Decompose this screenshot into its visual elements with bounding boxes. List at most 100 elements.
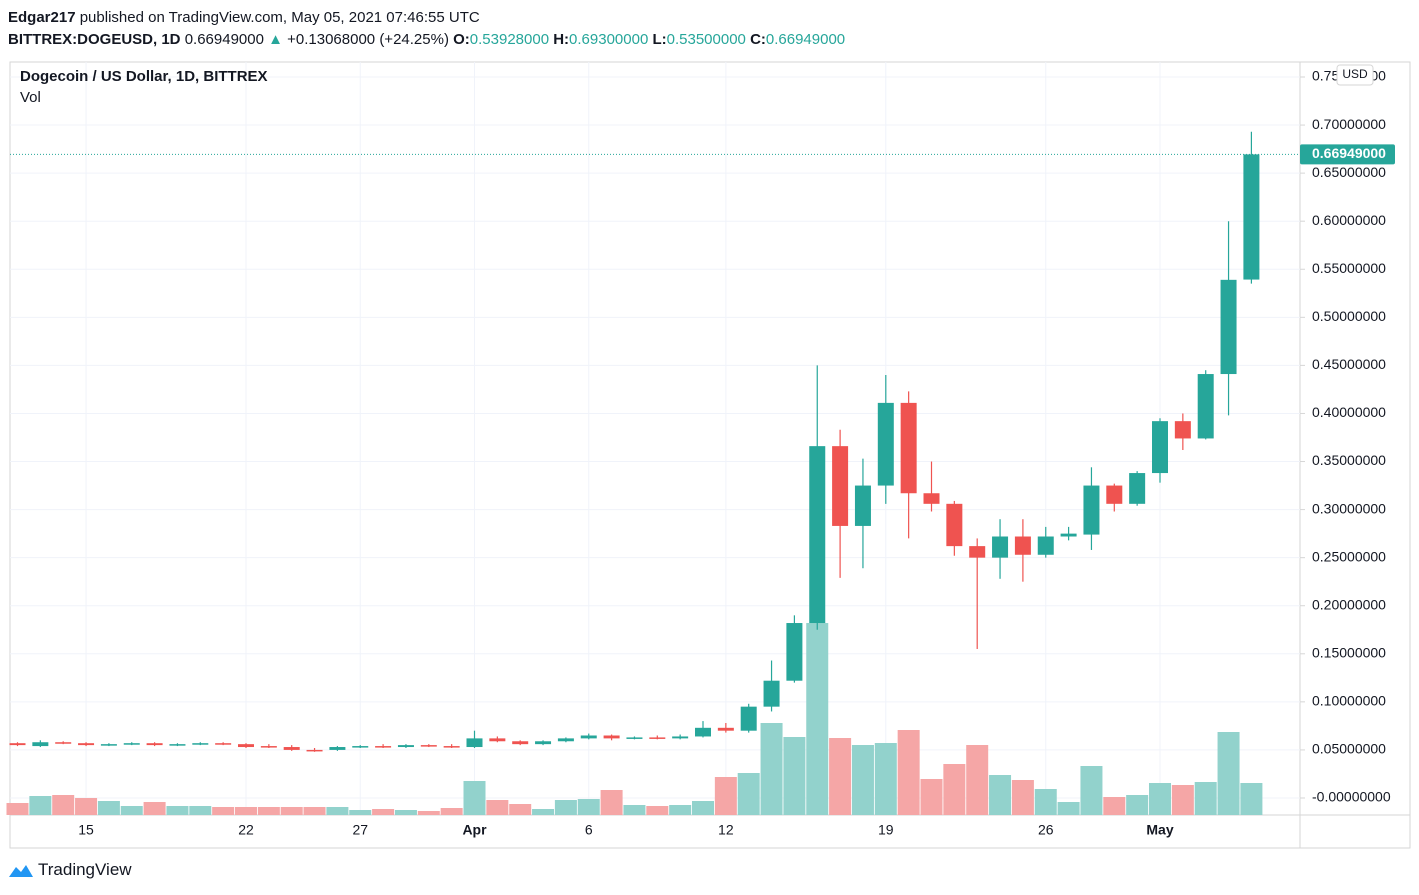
volume-bar	[372, 809, 395, 815]
volume-bar	[1080, 766, 1103, 815]
volume-bar	[920, 779, 943, 815]
body	[717, 727, 734, 731]
body	[192, 743, 209, 745]
volume-bar	[806, 623, 829, 815]
y-tick-label: 0.50000000	[1312, 308, 1386, 324]
body	[375, 746, 392, 748]
currency: USD	[1342, 67, 1368, 81]
body	[306, 749, 323, 752]
l: 0.53500000	[666, 31, 746, 48]
body	[900, 402, 917, 494]
body	[1106, 485, 1123, 504]
y-tick-label: 0.65000000	[1312, 164, 1386, 180]
y-tick-label: 0.40000000	[1312, 404, 1386, 420]
body	[786, 623, 803, 681]
x-tick-label: 27	[352, 822, 368, 838]
volume-bar	[1034, 789, 1057, 815]
body	[78, 743, 95, 746]
volume-bar	[235, 807, 257, 815]
body	[397, 745, 414, 748]
h: 0.69300000	[569, 31, 649, 48]
volume-bar	[440, 808, 463, 815]
body	[283, 747, 300, 750]
volume-bar	[509, 804, 532, 815]
volume-label: Vol	[20, 89, 41, 106]
frame	[9, 61, 1411, 849]
volume-bar	[166, 806, 189, 815]
y-tick-label: 0.35000000	[1312, 452, 1386, 468]
x-tick-label: 19	[878, 822, 894, 838]
volume-bar	[532, 809, 555, 815]
body	[649, 737, 666, 739]
body	[443, 746, 460, 748]
volume-bar	[394, 810, 417, 815]
body	[1197, 374, 1214, 439]
body	[1129, 473, 1146, 504]
body	[1037, 536, 1054, 555]
y-tick-label: 0.15000000	[1312, 644, 1386, 660]
l-label: L:	[652, 31, 667, 48]
y-tick-label: 0.55000000	[1312, 260, 1386, 276]
y-tick-label: 0.70000000	[1312, 116, 1386, 132]
body	[535, 741, 552, 745]
volume-bar	[737, 773, 760, 815]
x-tick-label: 26	[1038, 822, 1054, 838]
volume-bar	[97, 801, 120, 815]
body	[969, 546, 986, 558]
volume-bar	[280, 807, 303, 815]
currency-box	[1336, 64, 1374, 86]
volume-bar	[1217, 732, 1240, 815]
change: +0.13068000 (+24.25%)	[287, 31, 449, 48]
author: Edgar217	[8, 9, 76, 26]
body	[1220, 279, 1237, 375]
body	[512, 741, 529, 745]
body	[557, 738, 574, 742]
volume-bar	[75, 798, 98, 815]
body	[9, 743, 26, 746]
body	[352, 746, 369, 748]
x-tick-label: 22	[238, 822, 254, 838]
body	[740, 706, 757, 731]
volume-bar	[783, 737, 806, 815]
volume-bar	[257, 807, 280, 815]
y-tick-label: 0.10000000	[1312, 693, 1386, 709]
volume-bar	[554, 800, 577, 815]
volume-bar	[1171, 785, 1194, 815]
volume-bar	[989, 775, 1012, 815]
body	[32, 742, 49, 747]
volume-bar	[714, 777, 737, 815]
volume-bar	[600, 790, 623, 815]
volume-bar	[669, 805, 692, 815]
volume-bar	[874, 743, 897, 815]
volume-bar	[943, 764, 966, 815]
y-tick-label: 0.20000000	[1312, 596, 1386, 612]
volume-bar	[1149, 783, 1171, 815]
volume-bar	[120, 806, 143, 815]
body	[1243, 154, 1260, 280]
y-tick-label: 0.45000000	[1312, 356, 1386, 372]
volume-bar	[760, 723, 783, 815]
brand: TradingView	[38, 860, 132, 879]
body	[489, 738, 506, 742]
x-tick-label: 6	[585, 822, 593, 838]
last-price-label: 0.66949000	[1312, 145, 1386, 161]
volume-bar	[417, 811, 440, 815]
body	[626, 737, 643, 739]
body	[1174, 421, 1191, 439]
volume-bar	[577, 799, 600, 815]
body	[329, 747, 346, 750]
volume-bar	[486, 800, 509, 815]
body	[695, 727, 711, 737]
volume-bar	[851, 745, 874, 815]
body	[1083, 485, 1100, 535]
volume-bar	[6, 803, 29, 815]
volume-bar	[646, 806, 669, 815]
body	[1014, 536, 1031, 555]
body	[420, 745, 437, 747]
last-price-box	[1300, 144, 1395, 165]
body	[603, 735, 620, 739]
y-tick-label: 0.25000000	[1312, 548, 1386, 564]
x-tick-label: 15	[78, 822, 94, 838]
arrow: ▲	[268, 31, 283, 48]
